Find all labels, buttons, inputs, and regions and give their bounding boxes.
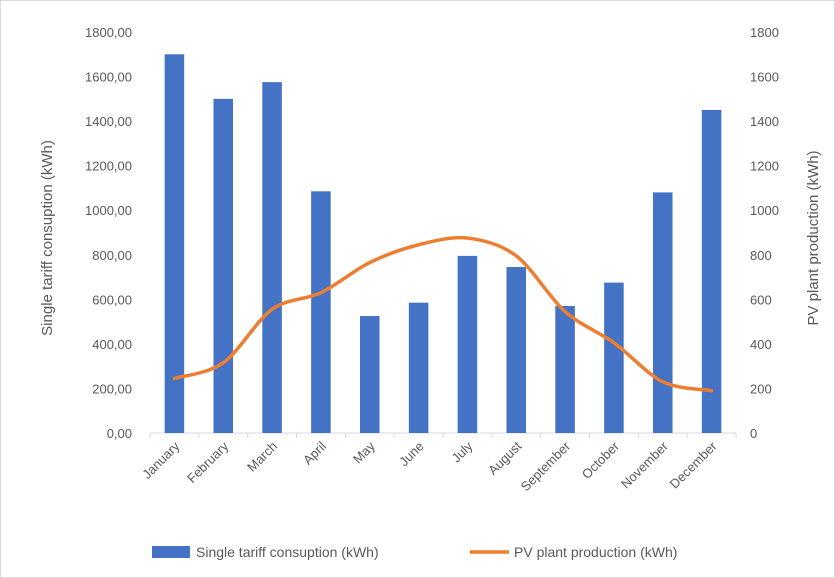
- right-tick-label: 1200: [750, 159, 779, 174]
- bar-november: [652, 192, 673, 433]
- left-tick-label: 1600,00: [85, 70, 132, 85]
- bar-october: [604, 282, 624, 433]
- right-axis-title: PV plant production (kWh): [805, 150, 822, 325]
- legend-label-consumption: Single tariff consuption (kWh): [196, 544, 379, 560]
- bar-april: [311, 191, 331, 433]
- left-tick-label: 0,00: [107, 426, 132, 441]
- left-tick-label: 1400,00: [85, 114, 132, 129]
- legend: Single tariff consuption (kWh) PV plant …: [152, 544, 677, 560]
- x-tick-label: June: [396, 439, 427, 470]
- x-tick-label: January: [139, 438, 183, 482]
- x-tick-label: December: [667, 438, 720, 491]
- left-axis-ticks: 0,00 200,00 400,00 600,00 800,00 1000,00 1200,…: [85, 25, 132, 441]
- x-tick-label: February: [184, 438, 232, 486]
- left-tick-label: 1200,00: [85, 159, 132, 174]
- left-axis-title: Single tariff consuption (kWh): [39, 140, 56, 336]
- x-tick-label: March: [244, 439, 280, 475]
- left-tick-label: 1800,00: [85, 25, 132, 40]
- right-tick-label: 200: [750, 381, 772, 396]
- x-tick-label: July: [449, 438, 476, 465]
- x-tick-label: September: [518, 438, 574, 494]
- x-tick-label: October: [579, 438, 623, 482]
- right-tick-label: 1000: [750, 203, 779, 218]
- bar-july: [457, 255, 478, 433]
- right-tick-label: 1400: [750, 114, 779, 129]
- left-tick-label: 1000,00: [85, 203, 132, 218]
- pv-production-line: [172, 235, 714, 393]
- x-tick-label: November: [618, 438, 671, 491]
- bar-may: [359, 316, 380, 433]
- x-tick-label: May: [350, 438, 378, 466]
- bar-june: [408, 302, 429, 433]
- left-tick-label: 200,00: [92, 381, 132, 396]
- right-axis-ticks: 0 200 400 600 800 1000 1200 1400 1600 1800: [750, 25, 779, 441]
- x-axis-ticks: January February March April May June July Augu…: [139, 433, 737, 494]
- bar-march: [262, 82, 282, 433]
- legend-label-pv: PV plant production (kWh): [514, 544, 677, 560]
- bar-december: [701, 109, 722, 433]
- consumption-bars: [164, 54, 722, 434]
- right-tick-label: 800: [750, 248, 772, 263]
- right-tick-label: 600: [750, 292, 772, 307]
- bar-august: [506, 267, 527, 433]
- left-tick-label: 800,00: [92, 248, 132, 263]
- x-tick-label: April: [300, 438, 329, 467]
- bar-september: [555, 306, 575, 433]
- x-tick-label: August: [485, 438, 524, 477]
- legend-swatch-bar: [152, 546, 190, 558]
- bar-february: [213, 98, 234, 433]
- left-tick-label: 600,00: [92, 292, 132, 307]
- right-tick-label: 1600: [750, 70, 779, 85]
- right-tick-label: 0: [750, 426, 757, 441]
- bar-january: [164, 54, 185, 434]
- right-tick-label: 1800: [750, 25, 779, 40]
- right-tick-label: 400: [750, 337, 772, 352]
- left-tick-label: 400,00: [92, 337, 132, 352]
